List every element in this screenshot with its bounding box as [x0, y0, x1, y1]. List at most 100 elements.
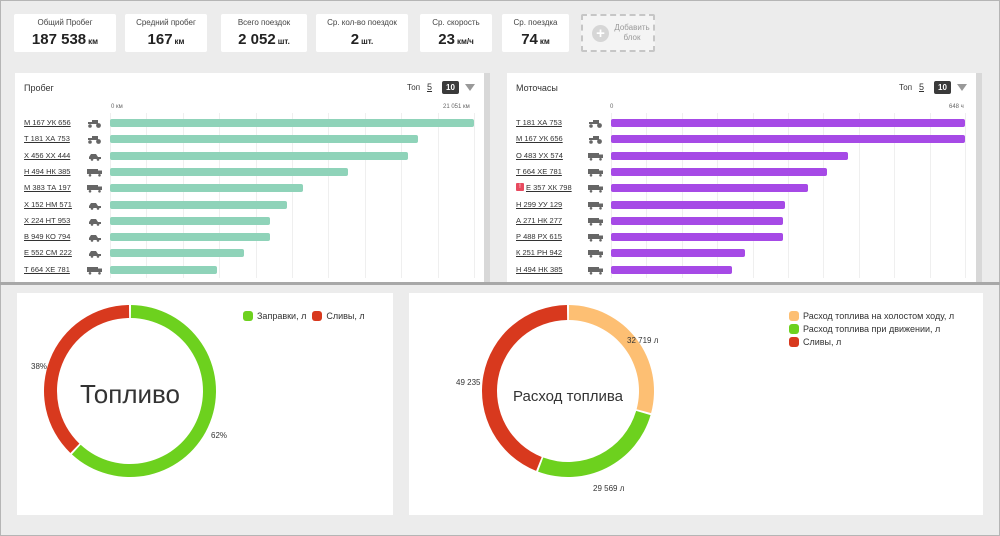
vehicle-plate-link[interactable]: Х 456 ХХ 444 [24, 150, 71, 160]
vehicle-plate-link[interactable]: Х 152 НМ 571 [24, 199, 72, 209]
slice-label-drain: 49 235 [456, 378, 481, 387]
slice-label-driving: 29 569 л [593, 484, 625, 493]
legend-item-driving[interactable]: Расход топлива при движении, л [789, 323, 954, 336]
data-bar[interactable] [611, 119, 965, 127]
vehicle-plate-link[interactable]: А 271 НК 277 [516, 215, 563, 225]
donut-slice[interactable] [44, 305, 130, 453]
data-bar[interactable] [110, 216, 271, 225]
mileage-panel: Пробег Топ 5 10 0 км 21 051 км М 167 УК … [15, 73, 490, 282]
vehicle-plate-link[interactable]: Т 181 ХА 753 [516, 118, 562, 127]
data-bar[interactable] [611, 265, 732, 274]
stat-card[interactable]: Ср. кол-во поездок 2 шт. [316, 14, 408, 52]
data-bar[interactable] [110, 167, 349, 176]
table-row[interactable]: О 483 УХ 574 [516, 149, 976, 163]
vehicle-plate-link[interactable]: М 167 УК 656 [516, 134, 563, 144]
data-bar[interactable] [611, 151, 849, 160]
vehicle-plate-link[interactable]: Р 488 РХ 615 [516, 232, 562, 242]
top-label: Топ [407, 83, 421, 92]
stat-card[interactable]: Ср. скорость 23 км/ч [420, 14, 492, 52]
table-row[interactable]: К 251 РН 942 [516, 246, 976, 260]
table-row[interactable]: М 383 ТА 197 [24, 181, 484, 195]
donut-slice[interactable] [71, 305, 216, 477]
legend-label: Заправки, л [257, 311, 307, 321]
table-row[interactable]: Н 299 УУ 129 [516, 198, 976, 212]
stat-card[interactable]: Ср. поездка 74 км [502, 14, 569, 52]
data-bar[interactable] [110, 135, 418, 144]
table-row[interactable]: Н 494 НК 385 [24, 165, 484, 179]
table-row[interactable]: Х 224 НТ 953 [24, 214, 484, 228]
vehicle-plate-link[interactable]: Н 494 НК 385 [516, 264, 563, 274]
vehicle-plate-link[interactable]: К 251 РН 942 [516, 248, 563, 258]
legend-item-drain[interactable]: Сливы, л [789, 336, 954, 349]
stat-label: Средний пробег [136, 18, 196, 27]
vehicle-plate-link[interactable]: Х 224 НТ 953 [24, 215, 71, 225]
data-bar[interactable] [611, 249, 745, 258]
top-10-option[interactable]: 10 [934, 81, 951, 94]
table-row[interactable]: Е 552 СМ 222 [24, 246, 484, 260]
consumption-legend: Расход топлива на холостом ходу, л Расхо… [789, 310, 954, 349]
donut-slice[interactable] [482, 305, 568, 471]
vehicle-plate-link[interactable]: М 167 УК 656 [24, 118, 71, 127]
vehicle-plate-link[interactable]: О 483 УХ 574 [516, 150, 563, 160]
table-row[interactable]: Н 494 НК 385 [516, 263, 976, 277]
stat-value: 23 [438, 31, 455, 48]
data-bar[interactable] [611, 200, 785, 209]
data-bar[interactable] [110, 184, 304, 193]
filter-icon[interactable] [957, 84, 967, 91]
vehicle-plate-link[interactable]: Т 664 ХЕ 781 [24, 264, 70, 274]
stat-card[interactable]: Всего поездок 2 052 шт. [221, 14, 307, 52]
data-bar[interactable] [611, 184, 808, 193]
panel-scrollbar[interactable] [484, 73, 490, 282]
stat-card[interactable]: Средний пробег 167 км [125, 14, 207, 52]
stat-card[interactable]: Общий Пробег 187 538 км [14, 14, 116, 52]
gridline [681, 113, 683, 278]
data-bar[interactable] [110, 151, 409, 160]
gridline [929, 113, 931, 278]
gridline [292, 113, 293, 278]
table-row[interactable]: Т 181 ХА 753 [24, 132, 484, 146]
data-bar[interactable] [611, 167, 828, 176]
vehicle-plate-link[interactable]: Н 299 УУ 129 [516, 199, 563, 209]
gridline [401, 113, 403, 278]
table-row[interactable]: Х 456 ХХ 444 [24, 149, 484, 163]
table-row[interactable]: М 167 УК 656 [24, 116, 484, 130]
top-label: Топ [899, 83, 913, 92]
filter-icon[interactable] [465, 84, 475, 91]
vehicle-plate-link[interactable]: М 383 ТА 197 [24, 183, 71, 193]
legend-item-refuel[interactable]: Заправки, л [243, 310, 306, 323]
data-bar[interactable] [611, 216, 783, 225]
donut-slice[interactable] [568, 305, 654, 414]
data-bar[interactable] [611, 135, 965, 144]
top-10-option[interactable]: 10 [442, 81, 459, 94]
data-bar[interactable] [110, 200, 288, 209]
top-5-option[interactable]: 5 [427, 82, 433, 92]
table-row[interactable]: М 167 УК 656 [516, 132, 976, 146]
gridline [328, 113, 330, 278]
table-row[interactable]: Т 181 ХА 753 [516, 116, 976, 130]
add-block-button[interactable]: + Добавить блок [581, 14, 655, 52]
top-5-option[interactable]: 5 [919, 82, 925, 92]
table-row[interactable]: Р 488 РХ 615 [516, 230, 976, 244]
legend-item-drain[interactable]: Сливы, л [312, 310, 365, 323]
vehicle-plate-link[interactable]: Т 664 ХЕ 781 [516, 166, 562, 176]
legend-item-idle[interactable]: Расход топлива на холостом ходу, л [789, 310, 954, 323]
table-row[interactable]: Т 664 ХЕ 781 [24, 263, 484, 277]
table-row[interactable]: ! Е 357 ХК 798 [516, 181, 976, 195]
donut-slice[interactable] [538, 410, 651, 477]
table-row[interactable]: Х 152 НМ 571 [24, 198, 484, 212]
vehicle-plate-link[interactable]: Т 181 ХА 753 [24, 134, 70, 144]
data-bar[interactable] [110, 119, 474, 127]
data-bar[interactable] [110, 265, 218, 274]
table-row[interactable]: В 949 КО 794 [24, 230, 484, 244]
panel-scrollbar[interactable] [976, 73, 982, 282]
data-bar[interactable] [110, 249, 245, 258]
vehicle-plate-link[interactable]: Н 494 НК 385 [24, 166, 71, 176]
section-divider[interactable] [0, 282, 1000, 285]
data-bar[interactable] [611, 233, 783, 242]
table-row[interactable]: Т 664 ХЕ 781 [516, 165, 976, 179]
vehicle-plate-link[interactable]: В 949 КО 794 [24, 232, 71, 242]
vehicle-plate-link[interactable]: Е 357 ХК 798 [526, 183, 572, 193]
table-row[interactable]: А 271 НК 277 [516, 214, 976, 228]
data-bar[interactable] [110, 233, 271, 242]
vehicle-plate-link[interactable]: Е 552 СМ 222 [24, 248, 72, 258]
